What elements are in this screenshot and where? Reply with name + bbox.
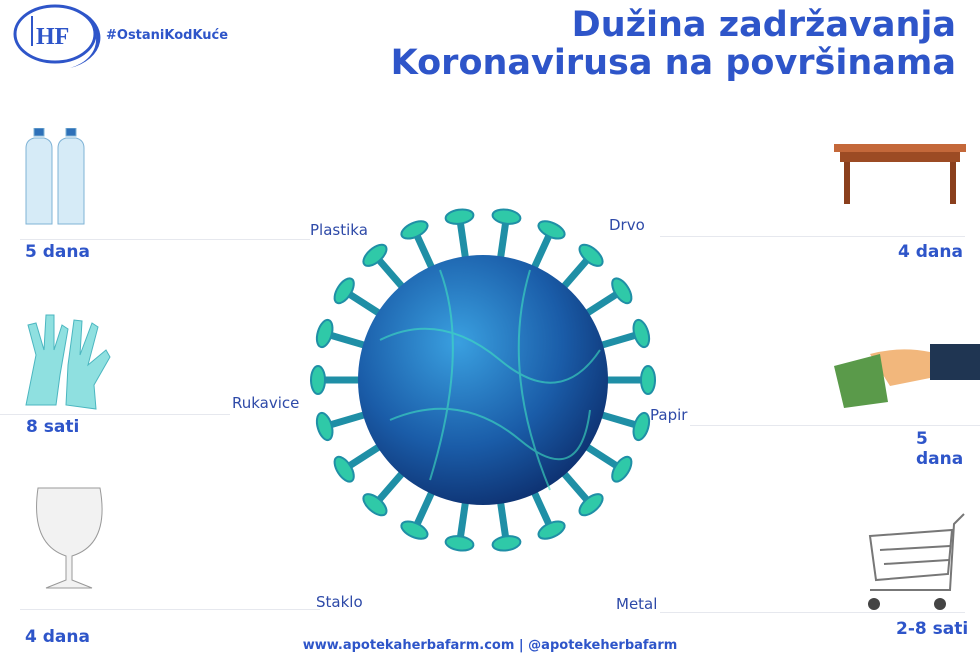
virus-spike-tip	[632, 411, 651, 442]
virus-spike-tip	[362, 243, 388, 267]
surface-duration: 4 dana	[898, 242, 963, 262]
page-title: Dužina zadržavanja Koronavirusa na površ…	[391, 6, 956, 82]
virus-spike-tip	[578, 243, 604, 267]
surface-label: Metal	[616, 595, 658, 613]
virus-spike-tip	[537, 220, 566, 240]
footer-links: www.apotekaherbafarm.com | @apotekeherba…	[302, 638, 678, 653]
wooden-table-icon	[834, 144, 966, 204]
surface-duration: 4 dana	[25, 627, 90, 647]
paper-money-icon	[834, 344, 980, 408]
divider	[0, 414, 230, 415]
virus-spike-tip	[444, 208, 475, 225]
virus-spike-tip	[611, 277, 633, 305]
virus-spike-tip	[491, 208, 522, 225]
hashtag: #OstaniKodKuće	[106, 28, 229, 43]
title-line-1: Dužina zadržavanja	[571, 5, 956, 45]
virus-spike-tip	[578, 493, 604, 517]
virus-spike-tip	[444, 535, 475, 552]
surface-label: Plastika	[310, 221, 368, 239]
virus-spike-tip	[333, 277, 355, 305]
surface-duration: 2-8 sati	[896, 619, 969, 639]
virus-spike-tip	[400, 220, 429, 240]
gloves-icon	[25, 314, 111, 410]
virus-spike-tip	[315, 318, 334, 349]
virus-spike-tip	[400, 520, 429, 540]
virus-spike-tip	[362, 493, 388, 517]
surface-label: Papir	[650, 406, 688, 424]
logo: HF	[10, 2, 105, 74]
divider	[660, 612, 965, 613]
virus-spike-tip	[611, 455, 633, 483]
surface-label: Staklo	[316, 593, 363, 611]
title-line-2: Koronavirusa na površinama	[390, 43, 956, 83]
plastic-bottles-icon	[25, 128, 85, 225]
surface-label: Rukavice	[232, 394, 300, 412]
virus-spike-tip	[333, 455, 355, 483]
virus-spike-tip	[315, 411, 334, 442]
divider	[20, 239, 310, 240]
divider	[20, 609, 320, 610]
virus-spike-tip	[537, 520, 566, 540]
virus-illustration	[310, 208, 656, 552]
surface-duration: 8 sati	[26, 417, 80, 437]
divider	[660, 236, 965, 237]
virus-spike-tip	[632, 318, 651, 349]
shopping-cart-icon	[868, 513, 965, 610]
virus-spike-tip	[491, 535, 522, 552]
divider	[690, 425, 980, 426]
surface-duration: 5 dana	[916, 429, 964, 469]
virus-spike-tip	[640, 365, 656, 395]
virus-spike-tip	[310, 365, 326, 395]
surface-duration: 5 dana	[25, 242, 90, 262]
svg-text:HF: HF	[36, 24, 69, 50]
surface-label: Drvo	[609, 216, 645, 234]
glass-icon	[36, 487, 103, 589]
